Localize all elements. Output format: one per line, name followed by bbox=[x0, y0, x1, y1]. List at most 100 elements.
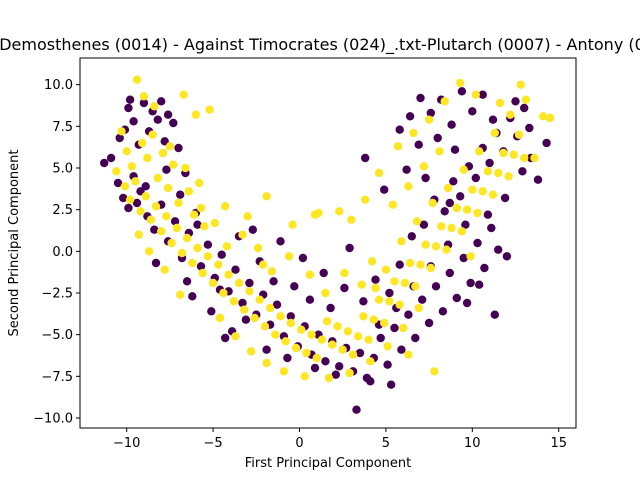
scatter-point bbox=[136, 207, 145, 216]
scatter-point bbox=[539, 112, 548, 121]
scatter-point bbox=[132, 198, 142, 208]
scatter-point bbox=[245, 287, 254, 296]
scatter-point bbox=[279, 367, 289, 376]
y-tick-label: 5.0 bbox=[52, 162, 73, 177]
scatter-point bbox=[449, 177, 458, 186]
scatter-point bbox=[172, 223, 181, 233]
y-tick-label: −10.0 bbox=[33, 412, 73, 427]
scatter-point bbox=[457, 87, 467, 96]
scatter-point bbox=[502, 252, 512, 261]
scatter-point bbox=[124, 203, 133, 213]
scatter-point bbox=[115, 133, 124, 143]
scatter-point bbox=[231, 332, 240, 341]
scatter-point bbox=[215, 313, 225, 323]
x-tick-label: −5 bbox=[203, 436, 222, 451]
scatter-point bbox=[355, 348, 365, 358]
scatter-point bbox=[478, 90, 487, 99]
scatter-point bbox=[193, 243, 202, 253]
scatter-point bbox=[494, 168, 503, 178]
scatter-point bbox=[395, 260, 404, 269]
scatter-point bbox=[210, 218, 219, 228]
scatter-point bbox=[483, 210, 493, 219]
scatter-point bbox=[383, 360, 392, 369]
scatter-point bbox=[333, 322, 342, 331]
scatter-point bbox=[380, 318, 389, 328]
scatter-point bbox=[411, 333, 420, 343]
scatter-point bbox=[182, 233, 192, 243]
scatter-point bbox=[424, 115, 434, 124]
scatter-point bbox=[416, 93, 425, 103]
scatter-point bbox=[366, 377, 375, 386]
scatter-point bbox=[188, 292, 197, 301]
y-tick-label: 2.5 bbox=[52, 203, 73, 218]
scatter-point bbox=[438, 307, 448, 316]
scatter-point bbox=[520, 103, 529, 113]
scatter-point bbox=[191, 110, 200, 119]
scatter-point bbox=[184, 187, 194, 196]
scatter-point bbox=[430, 367, 439, 376]
scatter-point bbox=[478, 187, 487, 196]
scatter-point bbox=[371, 283, 380, 293]
scatter-point bbox=[364, 335, 373, 344]
scatter-point bbox=[112, 167, 121, 176]
scatter-point bbox=[435, 147, 444, 156]
y-tick-label: 0.0 bbox=[52, 245, 73, 260]
scatter-point bbox=[400, 278, 410, 288]
scatter-point bbox=[196, 203, 206, 213]
scatter-point bbox=[352, 405, 361, 414]
scatter-point bbox=[203, 240, 213, 249]
scatter-point bbox=[157, 227, 166, 236]
scatter-point bbox=[222, 242, 232, 251]
scatter-point bbox=[284, 252, 294, 261]
scatter-point bbox=[335, 207, 344, 216]
scatter-point bbox=[471, 90, 480, 99]
scatter-point bbox=[369, 315, 378, 324]
scatter-point bbox=[361, 195, 370, 204]
scatter-point bbox=[312, 353, 321, 363]
scatter-point bbox=[207, 307, 216, 316]
scatter-point bbox=[326, 303, 335, 313]
scatter-point bbox=[141, 182, 150, 191]
scatter-point bbox=[443, 183, 453, 193]
scatter-point bbox=[407, 232, 416, 241]
scatter-point bbox=[174, 143, 183, 153]
scatter-point bbox=[359, 312, 368, 321]
scatter-point bbox=[302, 348, 311, 358]
scatter-point bbox=[188, 258, 197, 268]
x-tick-label: 15 bbox=[550, 436, 567, 451]
scatter-point bbox=[125, 195, 135, 204]
scatter-point bbox=[340, 283, 349, 293]
scatter-point bbox=[250, 313, 259, 323]
x-tick-label: 5 bbox=[382, 436, 390, 451]
scatter-point bbox=[189, 210, 199, 219]
scatter-point bbox=[345, 368, 354, 378]
scatter-point bbox=[129, 117, 138, 126]
scatter-point bbox=[414, 140, 423, 149]
scatter-point bbox=[174, 198, 183, 208]
y-tick-label: 10.0 bbox=[44, 78, 73, 93]
scatter-point bbox=[117, 127, 126, 136]
scatter-point bbox=[388, 200, 397, 209]
scatter-point bbox=[127, 162, 136, 171]
scatter-point bbox=[248, 225, 257, 234]
scatter-point bbox=[485, 158, 494, 168]
scatter-point bbox=[359, 297, 368, 306]
scatter-point bbox=[397, 345, 406, 354]
scatter-point bbox=[419, 162, 429, 171]
scatter-point bbox=[466, 252, 475, 261]
scatter-point bbox=[424, 318, 434, 328]
scatter-point bbox=[404, 350, 413, 359]
scatter-point bbox=[139, 98, 149, 108]
scatter-point bbox=[521, 95, 531, 104]
scatter-point bbox=[421, 240, 430, 249]
scatter-point bbox=[160, 137, 169, 146]
scatter-point bbox=[217, 250, 226, 259]
scatter-point bbox=[490, 128, 499, 138]
scatter-point bbox=[321, 357, 330, 366]
scatter-point bbox=[397, 237, 406, 246]
scatter-point bbox=[176, 290, 185, 299]
scatter-point bbox=[419, 220, 429, 229]
scatter-point bbox=[146, 215, 156, 224]
scatter-point bbox=[106, 153, 116, 163]
